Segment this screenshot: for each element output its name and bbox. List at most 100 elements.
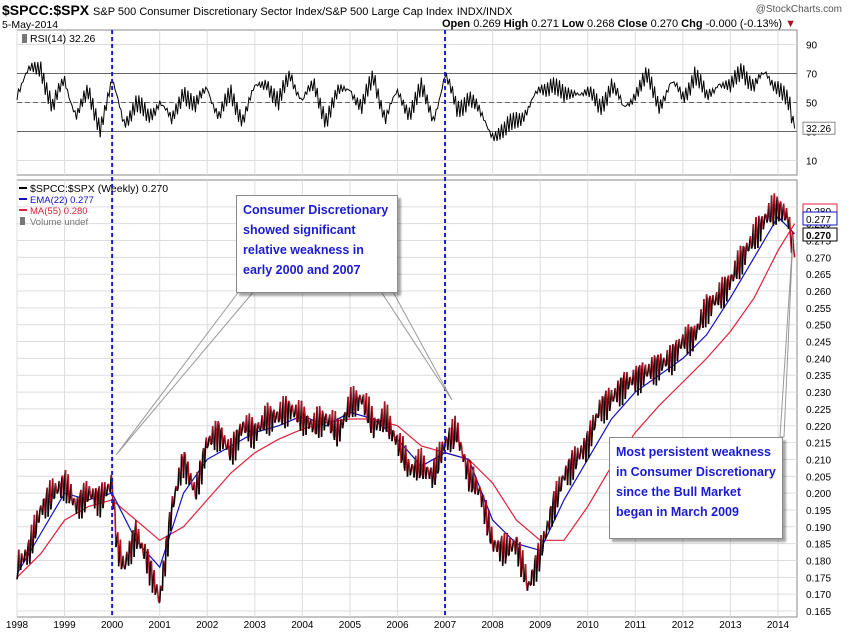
rsi-tick-label: 10 <box>806 157 818 168</box>
price-segment <box>628 376 631 387</box>
price-segment <box>120 565 123 570</box>
x-tick-label: 2009 <box>529 620 552 631</box>
price-segment <box>325 413 328 422</box>
rsi-last-value-box <box>802 121 836 135</box>
price-segment <box>379 420 382 431</box>
price-tick-label: 0.255 <box>806 304 831 315</box>
price-tick-label: 0.235 <box>806 371 831 382</box>
price-segment <box>621 379 625 406</box>
price-segment <box>644 364 648 375</box>
price-segment <box>295 404 298 423</box>
price-tick-label: 0.190 <box>806 523 831 534</box>
price-segment <box>457 422 460 441</box>
annotation-weakness-since-2009: Most persistent weakness in Consumer Dis… <box>609 437 783 539</box>
price-segment <box>377 418 380 421</box>
price-segment <box>614 387 617 396</box>
price-segment <box>597 416 600 419</box>
chart-header-line1: $SPCC:$SPX S&P 500 Consumer Discretionar… <box>2 2 512 18</box>
price-segment <box>201 453 204 485</box>
price-segment <box>151 577 155 593</box>
price-segment <box>558 476 562 492</box>
legend-entry: Volume undef <box>30 217 88 228</box>
price-segment <box>36 510 39 522</box>
rsi-legend: RSI(14) 32.26 <box>30 33 96 45</box>
low-value: 0.268 <box>586 18 615 30</box>
down-arrow-icon: ▼ <box>785 18 797 30</box>
price-segment <box>318 406 322 422</box>
price-segment <box>785 208 789 219</box>
price-segment <box>176 488 179 492</box>
price-segment <box>268 406 272 436</box>
price-segment <box>640 371 643 394</box>
price-segment <box>695 323 699 334</box>
price-segment <box>245 415 249 433</box>
price-segment <box>241 422 244 431</box>
price-segment <box>339 419 342 442</box>
price-segment <box>16 572 19 580</box>
price-tick-label: 0.165 <box>806 607 831 618</box>
legend-volume-icon <box>20 217 25 225</box>
price-segment <box>676 348 680 362</box>
price-segment <box>524 564 528 585</box>
price-segment <box>269 405 273 412</box>
price-segment <box>554 498 557 520</box>
price-segment <box>415 470 419 481</box>
price-tick-label: 0.275 <box>806 237 831 248</box>
price-segment <box>465 466 468 480</box>
price-segment <box>214 420 218 433</box>
price-segment <box>664 364 668 367</box>
price-segment <box>357 397 360 411</box>
price-segment <box>440 441 444 464</box>
price-segment <box>757 215 760 248</box>
price-segment <box>612 395 616 402</box>
price-tick-label: 0.215 <box>806 439 831 450</box>
price-segment <box>51 478 55 499</box>
price-segment <box>72 498 75 506</box>
open-value: 0.269 <box>473 18 501 30</box>
price-segment <box>207 437 210 446</box>
value-label: 0.270 <box>806 231 831 242</box>
price-segment <box>203 448 207 469</box>
price-segment <box>749 236 753 249</box>
price-segment <box>303 406 306 417</box>
price-segment <box>210 443 213 446</box>
price-segment <box>277 418 281 423</box>
price-segment <box>102 498 105 509</box>
price-segment <box>141 543 144 554</box>
price-segment <box>560 476 563 490</box>
price-segment <box>752 224 755 243</box>
price-segment <box>60 477 63 498</box>
price-segment <box>543 530 546 538</box>
price-segment <box>248 413 251 430</box>
price-segment <box>159 585 163 590</box>
price-segment <box>365 393 369 422</box>
price-segment <box>259 424 262 432</box>
price-segment <box>308 425 311 430</box>
price-segment <box>191 488 195 491</box>
legend-entry: MA(55) 0.280 <box>30 206 88 217</box>
price-segment <box>355 390 358 399</box>
price-tick-label: 0.195 <box>806 506 831 517</box>
rsi-tick-label: 90 <box>806 41 818 52</box>
price-segment <box>504 554 508 564</box>
price-segment <box>372 417 376 439</box>
rsi-tick-label: 50 <box>806 99 818 110</box>
price-segment <box>770 195 774 216</box>
price-segment <box>499 543 502 562</box>
price-segment <box>434 473 437 485</box>
price-segment <box>417 449 421 479</box>
price-segment <box>345 412 348 423</box>
price-segment <box>618 378 622 407</box>
price-segment <box>773 193 776 208</box>
price-segment <box>188 479 191 486</box>
high-value: 0.271 <box>531 18 559 30</box>
price-segment <box>26 545 29 565</box>
price-segment <box>475 477 478 487</box>
price-segment <box>222 441 225 450</box>
price-segment <box>279 401 283 421</box>
price-segment <box>755 217 758 233</box>
price-segment <box>67 474 70 504</box>
price-segment <box>22 559 26 563</box>
price-segment <box>127 540 131 566</box>
price-segment <box>124 563 127 570</box>
